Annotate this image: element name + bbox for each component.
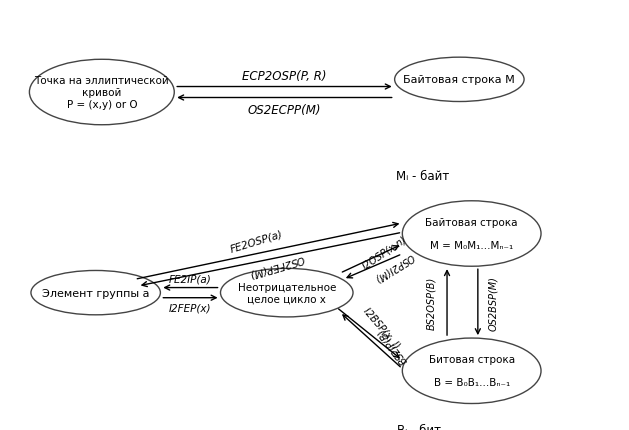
Text: FE2OSP(a): FE2OSP(a) [228,228,284,254]
Text: Bᵢ - бит: Bᵢ - бит [398,423,442,430]
Text: OS2FEP(M): OS2FEP(M) [247,253,305,279]
Text: I2BSP(x, l): I2BSP(x, l) [362,305,402,350]
Text: BS2IP(B): BS2IP(B) [376,325,409,365]
Text: Mᵢ - байт: Mᵢ - байт [396,169,449,182]
Text: I2OSP(x,n): I2OSP(x,n) [360,234,409,271]
Text: Байтовая строка

M = M₀M₁...Mₙ₋₁: Байтовая строка M = M₀M₁...Mₙ₋₁ [425,218,518,251]
Text: Байтовая строка М: Байтовая строка М [403,75,515,85]
Text: I2FEP(x): I2FEP(x) [169,303,212,313]
Text: Элемент группы а: Элемент группы а [42,288,150,298]
Text: OS2BSP(M): OS2BSP(M) [488,275,498,330]
Text: OS2ECPP(M): OS2ECPP(M) [248,104,321,117]
Text: FE2IP(a): FE2IP(a) [169,274,212,284]
Text: Точка на эллиптической
кривой
P = (x,y) or O: Точка на эллиптической кривой P = (x,y) … [35,76,169,109]
Text: BS2OSP(B): BS2OSP(B) [426,276,437,329]
Text: Битовая строка

B = B₀B₁...Bₙ₋₁: Битовая строка B = B₀B₁...Bₙ₋₁ [428,354,515,387]
Text: OSP2I(M): OSP2I(M) [372,251,416,283]
Text: Неотрицательное
целое цикло x: Неотрицательное целое цикло x [238,282,336,304]
Text: ECP2OSP(P, R): ECP2OSP(P, R) [242,70,326,83]
